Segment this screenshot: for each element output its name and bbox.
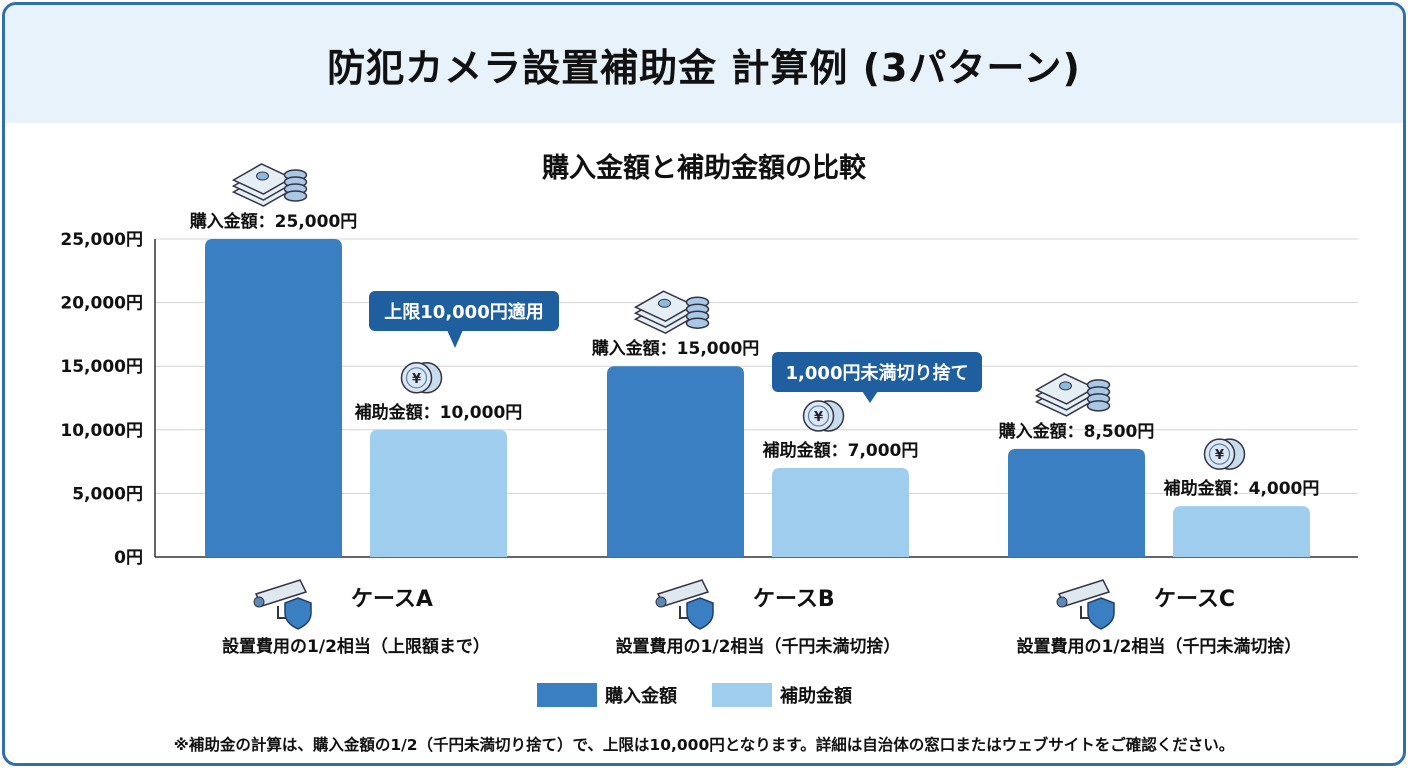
camera-mount <box>1080 606 1089 619</box>
callout-tail <box>862 391 878 403</box>
callout-box <box>772 352 982 392</box>
callout-tail <box>447 330 463 348</box>
y-tick-label: 10,000円 <box>60 421 143 441</box>
legend-swatch <box>712 683 772 707</box>
yen-symbol: ¥ <box>412 372 421 387</box>
camera-mount <box>679 606 688 619</box>
case-label: ケースB <box>753 587 835 612</box>
camera-mount <box>277 606 286 619</box>
bill-mark <box>658 298 671 308</box>
camera-lens <box>253 596 265 608</box>
coin-front <box>802 400 835 432</box>
camera-lens <box>1056 596 1068 608</box>
callout: 1,000円未満切り捨て <box>772 352 982 403</box>
camera-lens <box>655 596 667 608</box>
data-label: 補助金額：7,000円 <box>762 440 919 461</box>
callout-text: 1,000円未満切り捨て <box>786 362 969 384</box>
yen-coin-icon: ¥ <box>400 362 443 394</box>
data-label: 購入金額：8,500円 <box>999 421 1155 442</box>
legend-swatch <box>537 683 597 707</box>
case-label: ケースA <box>351 587 433 612</box>
shield <box>284 597 312 630</box>
case-label: ケースC <box>1154 587 1235 612</box>
bar-purchase <box>205 239 342 557</box>
y-tick-label: 25,000円 <box>60 230 143 250</box>
bill-mark <box>1059 381 1072 391</box>
callout-box <box>369 291 559 331</box>
coin <box>1086 400 1111 412</box>
y-tick-label: 15,000円 <box>60 357 143 377</box>
shield <box>686 597 714 630</box>
security-camera-shield-icon <box>253 579 312 630</box>
coin-ring <box>1208 443 1231 465</box>
money-stack-icon <box>231 163 308 207</box>
yen-symbol: ¥ <box>814 410 823 425</box>
callout: 上限10,000円適用 <box>369 291 559 348</box>
y-tick-label: 0円 <box>114 548 143 568</box>
data-label: 補助金額：10,000円 <box>354 402 523 423</box>
security-camera-shield-icon <box>655 579 714 630</box>
bar-subsidy <box>1173 506 1310 557</box>
coin-front <box>1203 438 1236 470</box>
case-description: 設置費用の1/2相当（千円未満切捨） <box>616 636 901 657</box>
y-tick-label: 5,000円 <box>72 484 143 504</box>
money-stack-icon <box>633 290 710 335</box>
page-title: 防犯カメラ設置補助金 計算例 (3パターン) <box>327 45 1081 90</box>
bar-purchase <box>1008 448 1145 557</box>
bill-mark <box>256 171 269 181</box>
coin <box>283 190 308 202</box>
case-description: 設置費用の1/2相当（千円未満切捨） <box>1017 636 1302 657</box>
money-stack-icon <box>1034 373 1111 417</box>
bar-subsidy <box>370 429 507 557</box>
yen-symbol: ¥ <box>1215 448 1224 463</box>
callout-text: 上限10,000円適用 <box>384 301 543 323</box>
header: 防犯カメラ設置補助金 計算例 (3パターン) <box>5 5 1403 123</box>
y-tick-label: 20,000円 <box>60 294 143 314</box>
footnote: ※補助金の計算は、購入金額の1/2（千円未満切り捨て）で、上限は10,000円と… <box>174 735 1234 754</box>
data-label: 購入金額：25,000円 <box>190 211 358 232</box>
chart-title: 購入金額と補助金額の比較 <box>542 152 867 184</box>
coin-front <box>400 362 433 394</box>
shield <box>1087 597 1115 630</box>
coin-ring <box>807 405 830 427</box>
yen-coin-icon: ¥ <box>802 400 845 432</box>
security-camera-shield-icon <box>1056 579 1115 630</box>
yen-coin-icon: ¥ <box>1203 438 1246 470</box>
coin-ring <box>405 367 428 389</box>
legend-label: 購入金額 <box>604 685 677 707</box>
bar-purchase <box>607 366 744 557</box>
case-description: 設置費用の1/2相当（上限額まで） <box>222 636 490 657</box>
bar-subsidy <box>772 467 909 557</box>
data-label: 補助金額：4,000円 <box>1163 478 1320 499</box>
coin <box>685 317 710 329</box>
legend-label: 補助金額 <box>779 685 852 707</box>
data-label: 購入金額：15,000円 <box>592 338 760 359</box>
